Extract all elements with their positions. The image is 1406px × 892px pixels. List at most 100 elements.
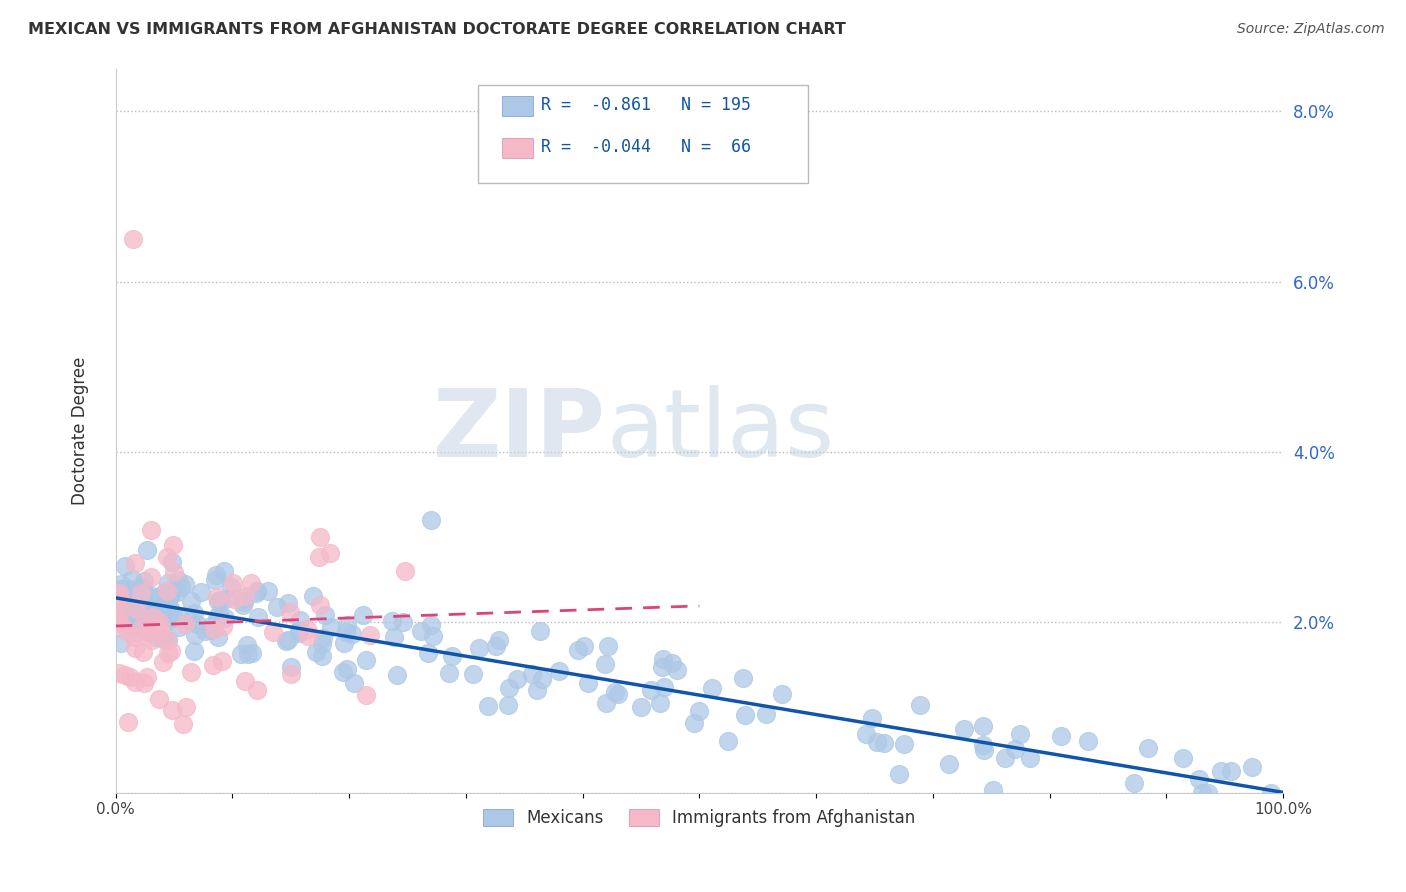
Point <box>200 619 222 633</box>
Point <box>132 645 155 659</box>
Point <box>700 681 723 695</box>
Point <box>212 564 235 578</box>
Point <box>138 626 160 640</box>
Point <box>496 698 519 713</box>
Point <box>972 719 994 733</box>
Point <box>215 591 238 606</box>
Point <box>208 607 231 621</box>
Point <box>134 600 156 615</box>
Point <box>274 634 297 648</box>
Point <box>1050 730 1073 744</box>
Point <box>132 617 155 632</box>
Point <box>336 618 359 632</box>
Point <box>128 596 150 610</box>
Point <box>132 676 155 690</box>
Point <box>873 736 896 750</box>
Point <box>1077 734 1099 748</box>
Point <box>110 590 132 604</box>
Point <box>169 612 191 626</box>
Point <box>1211 764 1233 778</box>
Point <box>682 716 704 731</box>
Point <box>135 543 157 558</box>
Point <box>607 688 630 702</box>
Point <box>117 715 139 730</box>
Point <box>184 628 207 642</box>
Point <box>288 613 311 627</box>
Point <box>295 622 318 636</box>
Point <box>640 683 662 698</box>
Point <box>141 632 163 647</box>
Point <box>160 644 183 658</box>
Point <box>211 654 233 668</box>
Point <box>145 630 167 644</box>
Point <box>162 538 184 552</box>
Point <box>529 624 551 639</box>
Point <box>115 606 138 620</box>
Point <box>128 582 150 597</box>
Point <box>205 611 228 625</box>
Point <box>593 657 616 672</box>
Point <box>108 604 131 618</box>
Point <box>173 577 195 591</box>
Point <box>131 580 153 594</box>
Point <box>418 646 440 660</box>
Point <box>208 593 231 607</box>
Point <box>156 632 179 646</box>
Point <box>156 576 179 591</box>
Text: ZIP: ZIP <box>433 384 606 476</box>
Point <box>202 623 225 637</box>
Point <box>530 672 553 686</box>
Point <box>159 588 181 602</box>
Point <box>167 620 190 634</box>
Point <box>160 555 183 569</box>
Point <box>280 667 302 681</box>
Point <box>308 549 330 564</box>
Point <box>132 574 155 588</box>
Point <box>1137 741 1160 756</box>
Text: MEXICAN VS IMMIGRANTS FROM AFGHANISTAN DOCTORATE DEGREE CORRELATION CHART: MEXICAN VS IMMIGRANTS FROM AFGHANISTAN D… <box>28 22 846 37</box>
Point <box>522 667 544 681</box>
Point <box>153 601 176 615</box>
Point <box>381 614 404 628</box>
Point <box>280 660 302 674</box>
Point <box>1004 742 1026 756</box>
Point <box>114 597 136 611</box>
Point <box>630 699 652 714</box>
Point <box>129 603 152 617</box>
Point <box>180 594 202 608</box>
Point <box>204 567 226 582</box>
Point <box>139 570 162 584</box>
Point <box>468 641 491 656</box>
Point <box>567 642 589 657</box>
Point <box>170 580 193 594</box>
Point <box>111 599 134 613</box>
Point <box>148 692 170 706</box>
Point <box>121 598 143 612</box>
Point <box>311 637 333 651</box>
Point <box>115 618 138 632</box>
Point <box>152 655 174 669</box>
Point <box>547 664 569 678</box>
Point <box>160 703 183 717</box>
Point <box>156 584 179 599</box>
Point <box>288 626 311 640</box>
Point <box>354 653 377 667</box>
Point <box>207 631 229 645</box>
Point <box>576 675 599 690</box>
Point <box>233 589 256 603</box>
Point <box>134 611 156 625</box>
Point <box>179 614 201 628</box>
Point <box>506 672 529 686</box>
Point <box>717 734 740 748</box>
Point <box>652 652 675 666</box>
Point <box>731 671 754 685</box>
Point <box>440 648 463 663</box>
Point <box>335 625 357 640</box>
Point <box>246 682 269 697</box>
Point <box>174 700 197 714</box>
Point <box>938 756 960 771</box>
Point <box>114 558 136 573</box>
Point <box>157 646 180 660</box>
Point <box>312 631 335 645</box>
Text: R =  -0.861   N = 195: R = -0.861 N = 195 <box>541 96 751 114</box>
